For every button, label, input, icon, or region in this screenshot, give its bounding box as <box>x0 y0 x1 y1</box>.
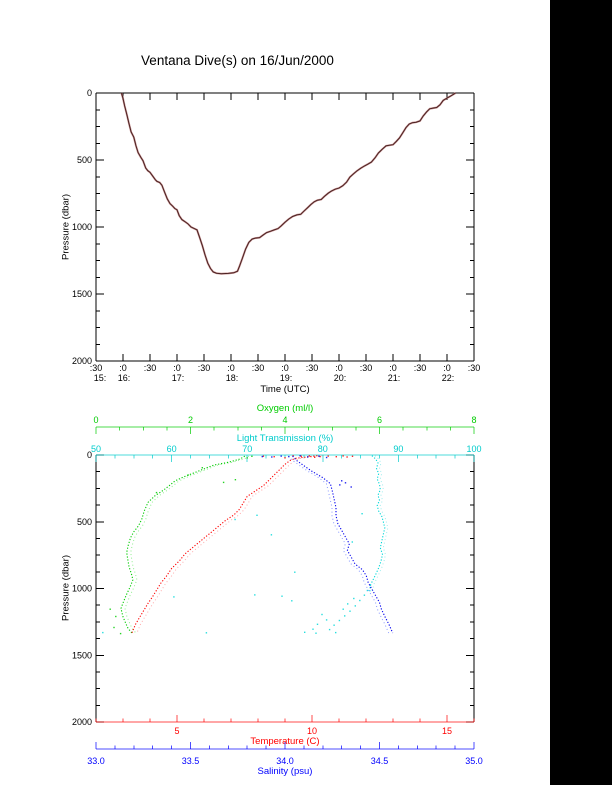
light-transmission-curve <box>102 455 389 634</box>
svg-text::0: :0 <box>119 363 127 373</box>
svg-text:19:: 19: <box>280 373 293 383</box>
temperature-curve <box>131 455 354 634</box>
svg-text:0: 0 <box>87 88 92 98</box>
svg-text:15: 15 <box>442 726 452 736</box>
svg-text:1500: 1500 <box>72 650 92 660</box>
svg-text::0: :0 <box>389 363 397 373</box>
svg-text::30: :30 <box>90 363 103 373</box>
svg-text:0: 0 <box>87 450 92 460</box>
top-plot: 0500100015002000:3015::016::30:017::30:0… <box>72 88 480 383</box>
svg-text:15:: 15: <box>94 373 107 383</box>
svg-text:22:: 22: <box>442 373 455 383</box>
svg-text:500: 500 <box>77 517 92 527</box>
svg-text::30: :30 <box>198 363 211 373</box>
salinity-curve <box>261 455 394 634</box>
svg-text:60: 60 <box>167 444 177 454</box>
svg-text:33.0: 33.0 <box>87 756 105 766</box>
svg-text:8: 8 <box>471 415 476 425</box>
svg-text:2: 2 <box>188 415 193 425</box>
top-plot-time-axis-label: Time (UTC) <box>260 384 310 395</box>
svg-text:18:: 18: <box>226 373 239 383</box>
svg-text:0: 0 <box>93 415 98 425</box>
oxygen-axis: 0 2 4 6 8 <box>93 415 477 434</box>
svg-text:10: 10 <box>307 726 317 736</box>
svg-text::0: :0 <box>227 363 235 373</box>
svg-text:70: 70 <box>242 444 252 454</box>
svg-text:1000: 1000 <box>72 584 92 594</box>
svg-text:34.5: 34.5 <box>371 756 389 766</box>
svg-text:50: 50 <box>91 444 101 454</box>
bottom-plot: 0 500 1000 1500 2000 <box>72 450 475 727</box>
svg-text:4: 4 <box>282 415 287 425</box>
light-axis: 50 60 70 80 90 100 <box>91 444 482 462</box>
temperature-axis: 5 10 15 <box>95 715 475 736</box>
salinity-axis-title: Salinity (psu) <box>257 766 313 777</box>
svg-text:35.0: 35.0 <box>465 756 483 766</box>
svg-text::0: :0 <box>173 363 181 373</box>
svg-text:2000: 2000 <box>72 717 92 727</box>
svg-text:1500: 1500 <box>72 289 92 299</box>
svg-text:17:: 17: <box>172 373 185 383</box>
svg-text:1000: 1000 <box>72 222 92 232</box>
svg-text:2000: 2000 <box>72 356 92 366</box>
oxygen-curve <box>109 455 253 635</box>
svg-text:6: 6 <box>377 415 382 425</box>
svg-text::30: :30 <box>306 363 319 373</box>
svg-text:16:: 16: <box>118 373 131 383</box>
svg-text::30: :30 <box>144 363 157 373</box>
svg-text:21:: 21: <box>388 373 401 383</box>
svg-text::30: :30 <box>468 363 481 373</box>
svg-text::0: :0 <box>335 363 343 373</box>
svg-text:20:: 20: <box>334 373 347 383</box>
page-title: Ventana Dive(s) on 16/Jun/2000 <box>141 53 334 68</box>
oxygen-axis-title: Oxygen (ml/l) <box>256 403 314 414</box>
svg-text:33.5: 33.5 <box>182 756 200 766</box>
svg-text::30: :30 <box>414 363 427 373</box>
temperature-axis-title: Temperature (C) <box>250 736 320 747</box>
svg-text::0: :0 <box>281 363 289 373</box>
svg-text:500: 500 <box>77 155 92 165</box>
svg-text:34.0: 34.0 <box>276 756 294 766</box>
light-transmission-axis-title: Light Transmission (%) <box>236 433 334 444</box>
scan-border <box>550 0 612 785</box>
svg-text:100: 100 <box>466 444 481 454</box>
salinity-axis: 33.0 33.5 34.0 34.5 35.0 <box>87 742 483 766</box>
svg-text::30: :30 <box>252 363 265 373</box>
svg-text:5: 5 <box>174 726 179 736</box>
svg-text::30: :30 <box>360 363 373 373</box>
svg-text:90: 90 <box>393 444 403 454</box>
top-plot-curve <box>120 92 457 275</box>
svg-text:80: 80 <box>318 444 328 454</box>
svg-text::0: :0 <box>443 363 451 373</box>
